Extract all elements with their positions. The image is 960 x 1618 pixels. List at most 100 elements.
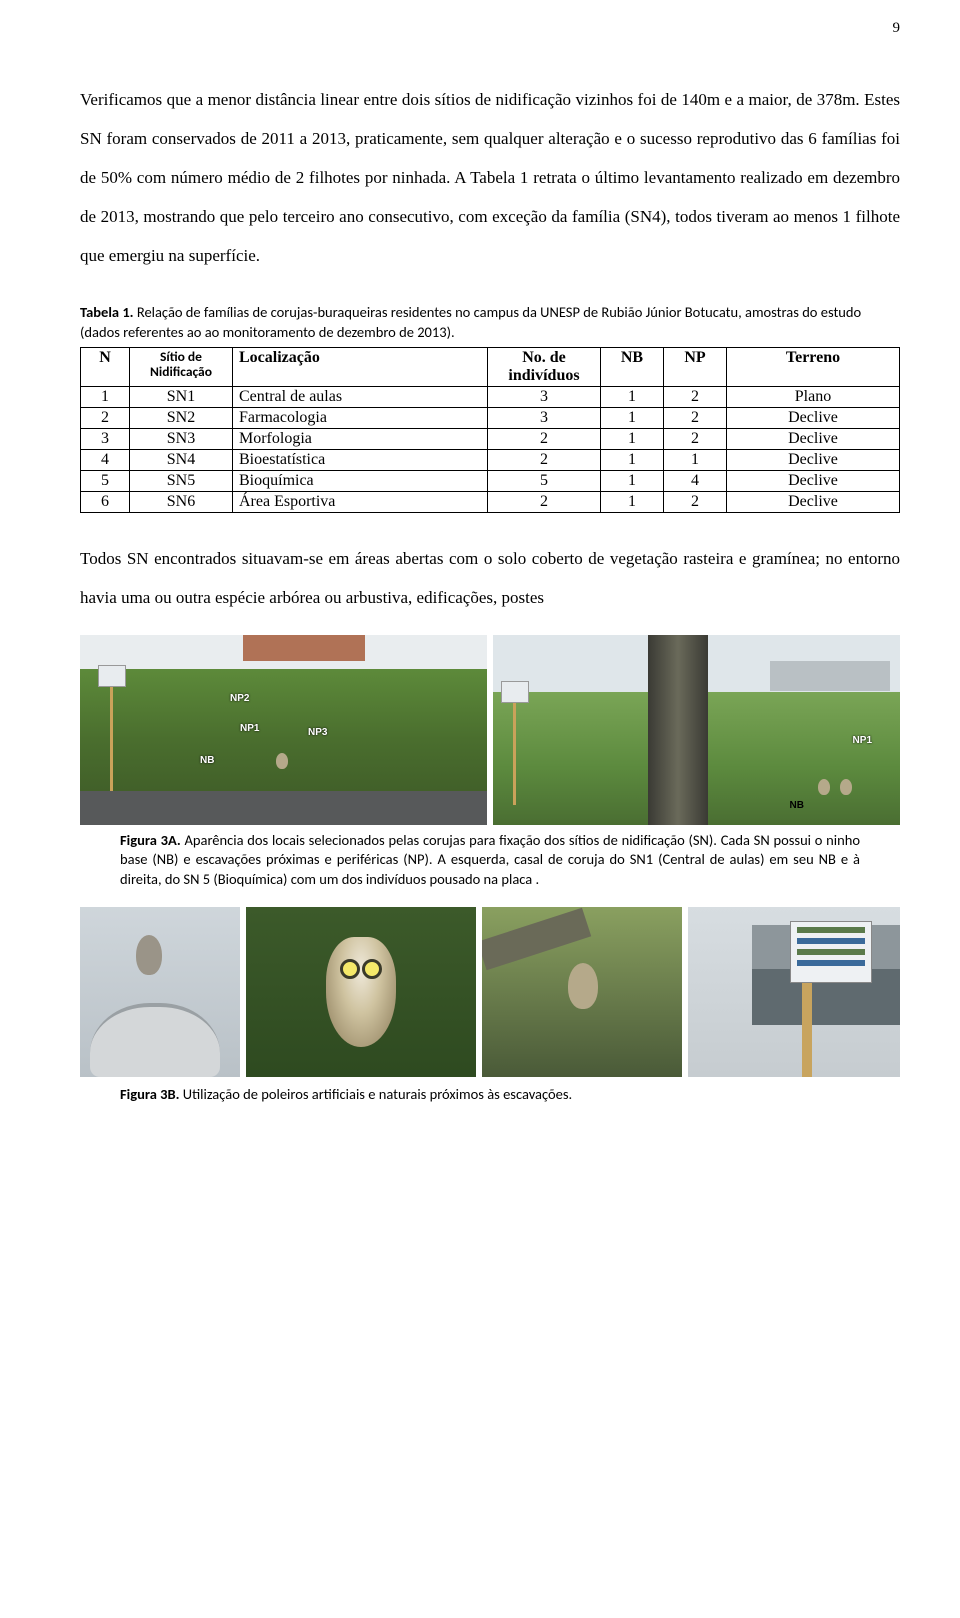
figure-3b-caption-text: Utilização de poleiros artificiais e nat… [180, 1085, 573, 1103]
col-sitio: Sítio de Nidificação [130, 347, 233, 386]
cell-sitio: SN3 [130, 428, 233, 449]
cell-local: Área Esportiva [233, 491, 488, 512]
owl-icon [136, 935, 162, 975]
cell-local: Morfologia [233, 428, 488, 449]
cell-num: 3 [488, 386, 601, 407]
figure-3a-right-photo: NP1 NB [493, 635, 900, 825]
sign-board-icon [98, 665, 126, 687]
building-icon [243, 635, 365, 661]
figure-3b-panel-1 [80, 907, 240, 1077]
cell-num: 2 [488, 491, 601, 512]
figure-3b-caption-label: Figura 3B. [120, 1085, 180, 1103]
cell-nb: 1 [601, 470, 664, 491]
figure-3a: NP2 NP1 NP3 NB NP1 NB [80, 635, 900, 825]
owl-icon [276, 753, 288, 769]
label-np1: NP1 [240, 723, 259, 734]
col-terreno: Terreno [727, 347, 900, 386]
figure-3b-caption: Figura 3B. Utilização de poleiros artifi… [120, 1085, 860, 1103]
cell-nb: 1 [601, 491, 664, 512]
paragraph-2: Todos SN encontrados situavam-se em área… [80, 539, 900, 617]
col-num: No. de indivíduos [488, 347, 601, 386]
cell-local: Bioquímica [233, 470, 488, 491]
cell-np: 1 [664, 449, 727, 470]
asphalt-icon [80, 791, 487, 825]
table-row: 6SN6Área Esportiva212Declive [81, 491, 900, 512]
owl-big-icon [326, 937, 396, 1047]
cell-sitio: SN1 [130, 386, 233, 407]
table1: N Sítio de Nidificação Localização No. d… [80, 347, 900, 513]
table1-header-row: N Sítio de Nidificação Localização No. d… [81, 347, 900, 386]
branch-icon [482, 908, 591, 971]
owl-icon [840, 779, 852, 795]
cell-local: Central de aulas [233, 386, 488, 407]
owl-icon [568, 963, 598, 1009]
figure-3a-caption-text: Aparência dos locais selecionados pelas … [120, 831, 860, 888]
label-np1-right: NP1 [853, 735, 872, 746]
cell-local: Bioestatística [233, 449, 488, 470]
tree-trunk-icon [648, 635, 708, 825]
owl-icon [818, 779, 830, 795]
figure-3b-panel-2 [246, 907, 476, 1077]
sign-post-icon [513, 695, 516, 805]
label-np2: NP2 [230, 693, 249, 704]
cell-n: 5 [81, 470, 130, 491]
cell-np: 2 [664, 407, 727, 428]
cell-n: 6 [81, 491, 130, 512]
sign-board-icon [501, 681, 529, 703]
cell-nb: 1 [601, 449, 664, 470]
cell-sitio: SN4 [130, 449, 233, 470]
cell-nb: 1 [601, 407, 664, 428]
bg-building-icon [770, 661, 890, 691]
cell-num: 2 [488, 449, 601, 470]
table-row: 3SN3Morfologia212Declive [81, 428, 900, 449]
sign-board-icon [790, 921, 872, 983]
cell-np: 2 [664, 428, 727, 449]
col-nb: NB [601, 347, 664, 386]
cell-sitio: SN6 [130, 491, 233, 512]
cell-nb: 1 [601, 428, 664, 449]
label-nb-right: NB [790, 800, 804, 811]
table1-caption: Tabela 1. Relação de famílias de corujas… [80, 303, 900, 342]
cell-np: 4 [664, 470, 727, 491]
figure-3b-panel-4 [688, 907, 900, 1077]
cell-local: Farmacologia [233, 407, 488, 428]
cell-n: 3 [81, 428, 130, 449]
cell-terreno: Declive [727, 449, 900, 470]
cell-terreno: Declive [727, 407, 900, 428]
page-number: 9 [893, 20, 901, 37]
col-np: NP [664, 347, 727, 386]
table-row: 2SN2Farmacologia312Declive [81, 407, 900, 428]
figure-3a-caption-label: Figura 3A. [120, 831, 181, 849]
figure-3a-caption: Figura 3A. Aparência dos locais selecion… [120, 831, 860, 890]
table-row: 4SN4Bioestatística211Declive [81, 449, 900, 470]
table-row: 1SN1Central de aulas312Plano [81, 386, 900, 407]
col-n: N [81, 347, 130, 386]
cell-num: 3 [488, 407, 601, 428]
sign-post-icon [110, 675, 113, 795]
cell-n: 2 [81, 407, 130, 428]
cell-n: 4 [81, 449, 130, 470]
paragraph-1: Verificamos que a menor distância linear… [80, 80, 900, 275]
cell-sitio: SN5 [130, 470, 233, 491]
table1-caption-text: Relação de famílias de corujas-buraqueir… [80, 303, 861, 341]
cell-terreno: Declive [727, 491, 900, 512]
cell-terreno: Declive [727, 470, 900, 491]
cell-num: 5 [488, 470, 601, 491]
cell-n: 1 [81, 386, 130, 407]
figure-3a-left-photo: NP2 NP1 NP3 NB [80, 635, 487, 825]
cell-num: 2 [488, 428, 601, 449]
label-nb-left: NB [200, 755, 214, 766]
table-row: 5SN5Bioquímica514Declive [81, 470, 900, 491]
cell-nb: 1 [601, 386, 664, 407]
cell-np: 2 [664, 491, 727, 512]
figure-3b [80, 907, 900, 1077]
lamp-icon [90, 1003, 220, 1077]
cell-np: 2 [664, 386, 727, 407]
cell-terreno: Plano [727, 386, 900, 407]
cell-terreno: Declive [727, 428, 900, 449]
cell-sitio: SN2 [130, 407, 233, 428]
col-local: Localização [233, 347, 488, 386]
label-np3: NP3 [308, 727, 327, 738]
table1-caption-label: Tabela 1. [80, 303, 134, 321]
figure-3b-panel-3 [482, 907, 682, 1077]
